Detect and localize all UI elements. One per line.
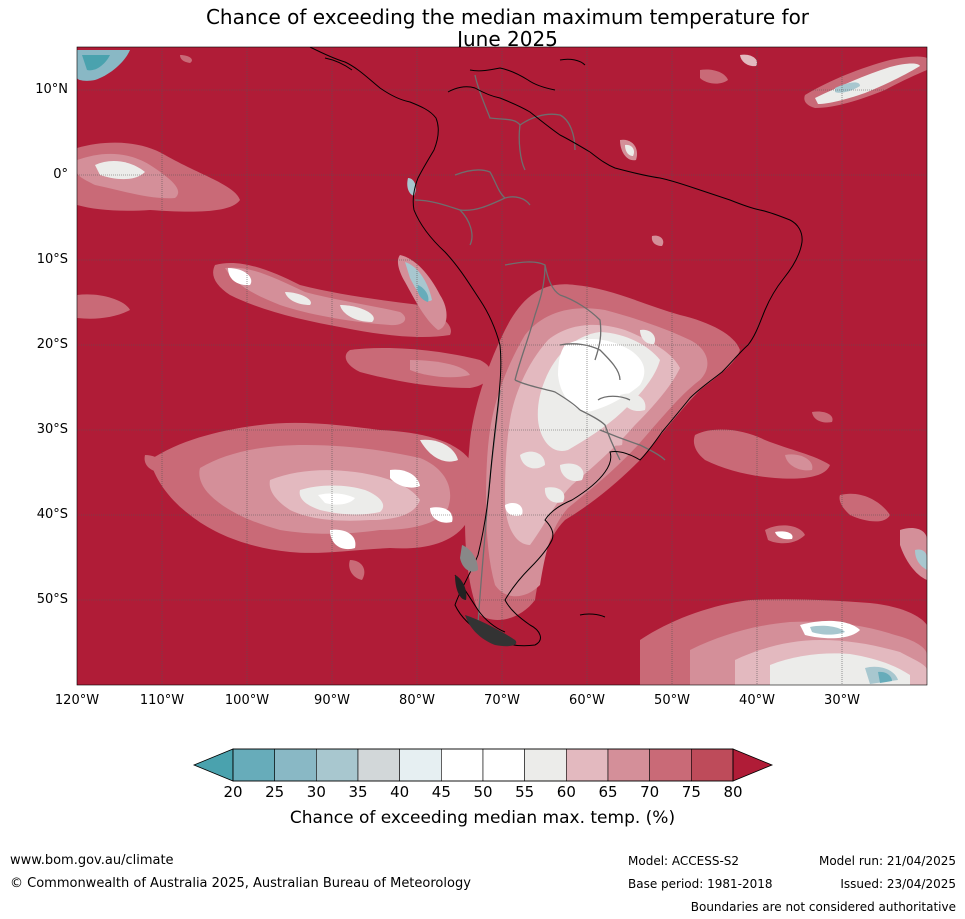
footer-model-run: Model run: 21/04/2025 [818, 854, 956, 868]
atlantic-anomaly-patches [180, 54, 927, 685]
colorbar-tick-label: 70 [640, 783, 660, 801]
footer-base-period: Base period: 1981-2018 [628, 877, 773, 891]
colorbar-tick-label: 35 [348, 783, 368, 801]
colorbar-tick-label: 75 [681, 783, 701, 801]
colorbar [192, 748, 774, 782]
masked-region [460, 545, 478, 572]
footer-website[interactable]: www.bom.gov.au/climate [10, 853, 174, 868]
colorbar-segment [524, 748, 567, 782]
lon-label-100w: 100°W [224, 693, 270, 708]
pacific-anomaly-patches [77, 50, 491, 580]
lon-label-70w: 70°W [484, 693, 520, 708]
footer-issued: Issued: 23/04/2025 [840, 877, 956, 891]
colorbar-tick-label: 25 [265, 783, 285, 801]
colorbar-segment [357, 748, 400, 782]
lat-label-30s: 30°S [36, 422, 68, 437]
probability-shading [77, 50, 927, 685]
graticule [77, 47, 927, 685]
lon-label-40w: 40°W [739, 693, 775, 708]
colorbar-segment [566, 748, 609, 782]
lat-label-10s: 10°S [36, 252, 68, 267]
footer-disclaimer: Boundaries are not considered authoritat… [690, 900, 956, 914]
lat-label-50s: 50°S [36, 592, 68, 607]
lon-label-110w: 110°W [139, 693, 185, 708]
colorbar-segment [399, 748, 442, 782]
colorbar-tick-label: 50 [473, 783, 493, 801]
colorbar-segment [316, 748, 359, 782]
footer-copyright: © Commonwealth of Australia 2025, Austra… [10, 876, 471, 891]
map-title-line1: Chance of exceeding the median maximum t… [205, 5, 810, 29]
colorbar-segment [607, 748, 650, 782]
colorbar-segment [649, 748, 692, 782]
colorbar-segment [691, 748, 734, 782]
lon-label-80w: 80°W [399, 693, 435, 708]
colorbar-tick-label: 45 [431, 783, 451, 801]
lat-label-10n: 10°N [35, 82, 68, 97]
colorbar-segment [482, 748, 525, 782]
colorbar-tick-label: 20 [223, 783, 243, 801]
colorbar-tick-label: 55 [515, 783, 535, 801]
map-title-line2: June 2025 [457, 27, 558, 51]
colorbar-tick-label: 65 [598, 783, 618, 801]
colorbar-title: Chance of exceeding median max. temp. (%… [289, 808, 676, 828]
colorbar-tick-label: 30 [306, 783, 326, 801]
colorbar-tick-label: 60 [556, 783, 576, 801]
map-frame [76, 46, 928, 686]
colorbar-segment [232, 748, 275, 782]
lat-label-40s: 40°S [36, 507, 68, 522]
lon-label-30w: 30°W [824, 693, 860, 708]
lon-label-50w: 50°W [654, 693, 690, 708]
lon-label-90w: 90°W [314, 693, 350, 708]
lon-label-60w: 60°W [569, 693, 605, 708]
colorbar-segment [441, 748, 484, 782]
tierra-del-fuego [465, 615, 517, 647]
colorbar-segment [274, 748, 317, 782]
colorbar-high-extension [732, 748, 774, 782]
lat-label-20s: 20°S [36, 337, 68, 352]
footer-model: Model: ACCESS-S2 [628, 854, 740, 868]
colorbar-tick-label: 40 [390, 783, 410, 801]
lon-label-120w: 120°W [54, 693, 100, 708]
continental-anomaly-field [407, 139, 740, 620]
colorbar-tick-label: 80 [723, 783, 743, 801]
lat-label-0: 0° [53, 167, 68, 182]
fjord-islands [455, 575, 467, 600]
colorbar-low-extension [192, 748, 234, 782]
